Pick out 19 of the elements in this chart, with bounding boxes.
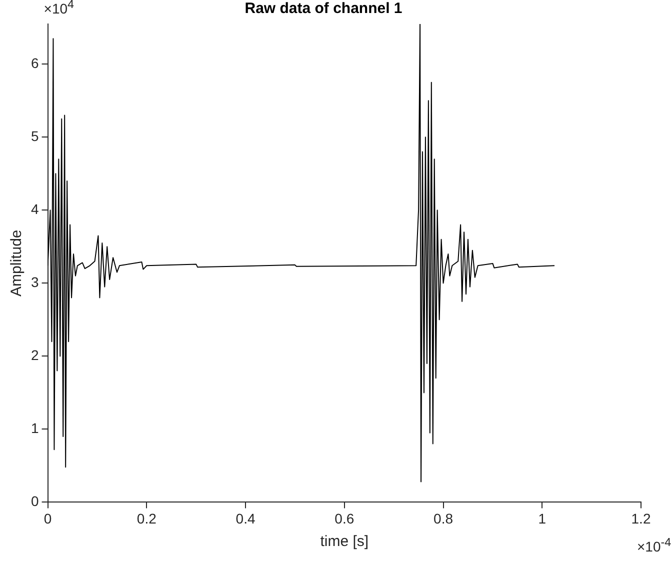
chart-title: Raw data of channel 1 <box>244 0 402 18</box>
x-tick-label: 0 <box>44 510 52 526</box>
x-tick-label: 1.2 <box>631 510 651 526</box>
y-axis-title: Amplitude <box>8 230 26 296</box>
x-tick-label: 1 <box>538 510 546 526</box>
y-tick-label: 0 <box>30 493 39 510</box>
y-tick-label: 3 <box>30 274 39 290</box>
text: ×10$^{4}$ <box>44 0 74 17</box>
text: ×10$^{-4}$ <box>637 536 671 555</box>
x-axis-title: time [s] <box>320 533 369 550</box>
y-tick-label: 6 <box>30 55 39 72</box>
y-tick-label: 4 <box>30 201 39 218</box>
y-tick-label: 2 <box>30 347 39 364</box>
y-tick-label: 1 <box>30 420 39 436</box>
x-tick-label: 0.6 <box>334 510 354 526</box>
x-tick-label: 0.4 <box>236 510 256 526</box>
y-tick-label: 5 <box>30 128 39 144</box>
x-tick-label: 0.8 <box>434 510 454 526</box>
x-tick-label: 0.2 <box>136 510 157 526</box>
